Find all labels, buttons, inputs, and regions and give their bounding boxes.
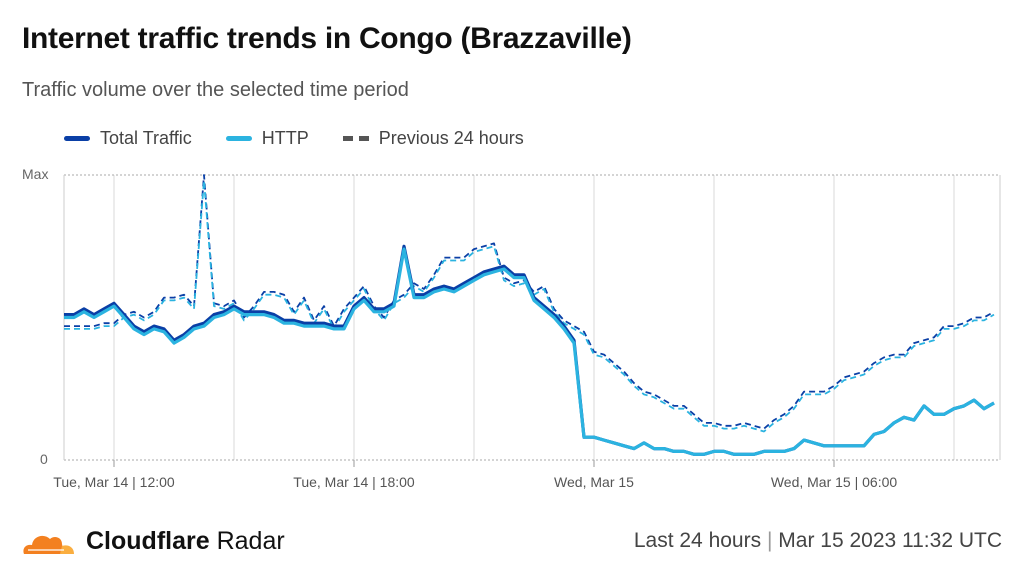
x-tick-label: Tue, Mar 14 | 18:00: [293, 474, 415, 490]
legend-label: HTTP: [261, 128, 309, 148]
brand-name: Cloudflare Radar: [86, 527, 285, 556]
total-traffic-swatch-icon: [64, 136, 90, 141]
x-tick-label: Tue, Mar 14 | 12:00: [53, 474, 175, 490]
timestamp: Mar 15 2023 11:32 UTC: [778, 529, 1002, 552]
x-tick-label: Wed, Mar 15 | 06:00: [770, 474, 898, 490]
legend-total-traffic[interactable]: Total Traffic: [64, 128, 192, 149]
brand-rest: Radar: [216, 527, 285, 555]
legend: Total Traffic HTTP Previous 24 hours: [64, 128, 524, 149]
chart-title: Internet traffic trends in Congo (Brazza…: [22, 22, 632, 55]
legend-label: Total Traffic: [100, 128, 192, 148]
cloudflare-logo-icon: [23, 535, 74, 554]
legend-http[interactable]: HTTP: [225, 128, 309, 149]
total-traffic-previous-line: [64, 174, 995, 430]
dashed-swatch-icon: [342, 136, 369, 141]
http-swatch-icon: [225, 136, 252, 141]
time-range: Last 24 hours: [633, 529, 762, 552]
legend-previous-24-hours[interactable]: Previous 24 hours: [342, 128, 524, 149]
http-previous-line: [64, 179, 995, 433]
footer-meta: Last 24 hours | Mar 15 2023 11:32 UTC: [634, 529, 1002, 553]
http-line: [64, 247, 995, 456]
y-tick-label-max: Max: [22, 166, 49, 182]
legend-label: Previous 24 hours: [378, 128, 524, 148]
x-tick-label: Wed, Mar 15: [554, 474, 634, 490]
chart-subtitle: Traffic volume over the selected time pe…: [22, 79, 409, 101]
total-traffic-line: [64, 244, 995, 456]
brand-bold: Cloudflare: [86, 527, 210, 555]
y-tick-label-zero: 0: [40, 451, 48, 467]
separator: |: [766, 529, 773, 552]
